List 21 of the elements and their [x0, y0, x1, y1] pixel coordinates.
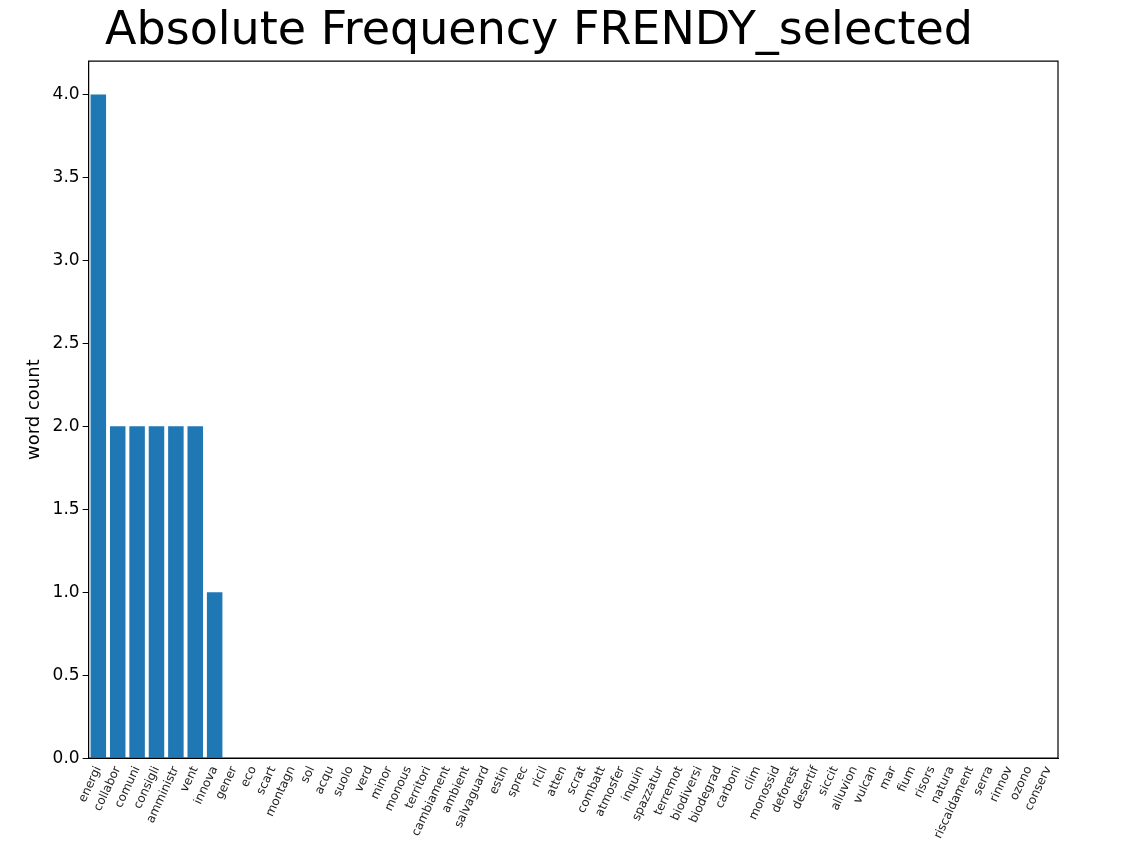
bar — [206, 592, 223, 758]
bar — [109, 426, 126, 758]
y-tick-label: 0.0 — [52, 746, 80, 767]
y-axis-title: word count — [22, 359, 44, 461]
x-tick-label: eco — [237, 763, 259, 790]
y-tick-label: 1.0 — [52, 580, 80, 601]
bar — [187, 426, 204, 758]
y-tick-label: 0.5 — [52, 663, 80, 684]
bar — [168, 426, 184, 758]
bar — [129, 426, 145, 758]
y-tick-label: 2.5 — [52, 331, 80, 352]
chart-title: Absolute Frequency FRENDY_selected — [104, 0, 974, 55]
y-tick-label: 1.5 — [52, 497, 80, 518]
x-tick-label: sol — [297, 763, 318, 786]
y-tick-label: 3.0 — [52, 248, 80, 269]
y-tick-label: 2.0 — [52, 414, 80, 435]
bar — [90, 94, 107, 758]
y-tick-label: 4.0 — [52, 82, 80, 103]
y-tick-label: 3.5 — [52, 165, 80, 186]
bar — [148, 426, 165, 758]
x-tick-label: ricil — [527, 763, 550, 790]
